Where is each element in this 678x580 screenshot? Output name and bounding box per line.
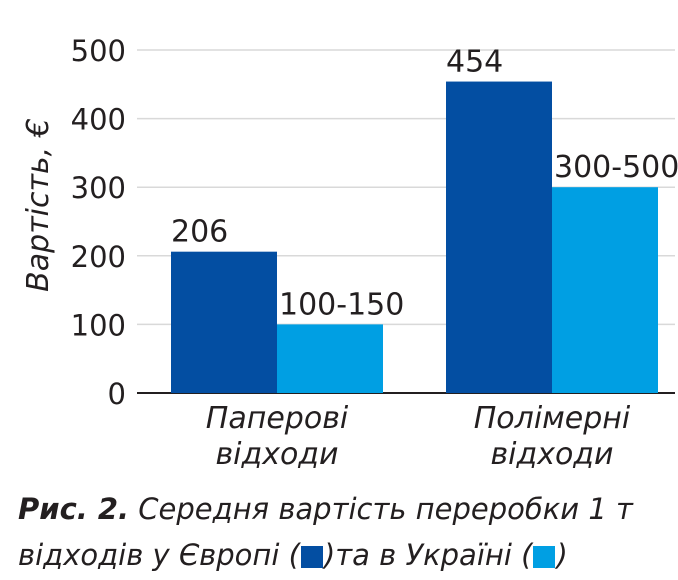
category-label: відходи xyxy=(215,437,338,472)
bar-ukraine xyxy=(552,187,658,393)
bar-ukraine xyxy=(277,324,383,393)
category-label: Полімерні xyxy=(474,401,631,436)
bar-chart: 0 100 200 300 400 500 Вартість, € 206 100-150 Пап… xyxy=(21,34,678,472)
y-tick-label: 100 xyxy=(71,308,126,342)
data-label: 206 xyxy=(171,215,228,250)
y-tick-label: 300 xyxy=(71,171,126,205)
legend-swatch-ukraine xyxy=(533,546,556,568)
bar-europe xyxy=(171,251,277,393)
data-label: 100-150 xyxy=(279,287,404,322)
bar-europe xyxy=(446,81,552,393)
y-tick-label: 200 xyxy=(71,240,126,274)
category-label: Паперові xyxy=(206,401,349,436)
category-label: відходи xyxy=(490,437,613,472)
data-label: 300-500 xyxy=(554,150,678,185)
caption-text-1: Середня вартість переробки 1 т відходів … xyxy=(18,492,633,572)
y-tick-label: 500 xyxy=(71,34,126,68)
legend-swatch-europe xyxy=(300,546,323,568)
caption-label: Рис. 2. xyxy=(18,492,130,526)
y-axis-label: Вартість, € xyxy=(21,118,56,292)
caption-text-3: ) xyxy=(556,538,568,572)
y-tick-label: 400 xyxy=(71,103,126,137)
y-tick-label: 0 xyxy=(108,377,126,411)
data-label: 454 xyxy=(446,45,503,80)
caption-text-2: )та в Україні ( xyxy=(323,538,533,572)
figure-caption: Рис. 2. Середня вартість переробки 1 т в… xyxy=(18,486,673,578)
